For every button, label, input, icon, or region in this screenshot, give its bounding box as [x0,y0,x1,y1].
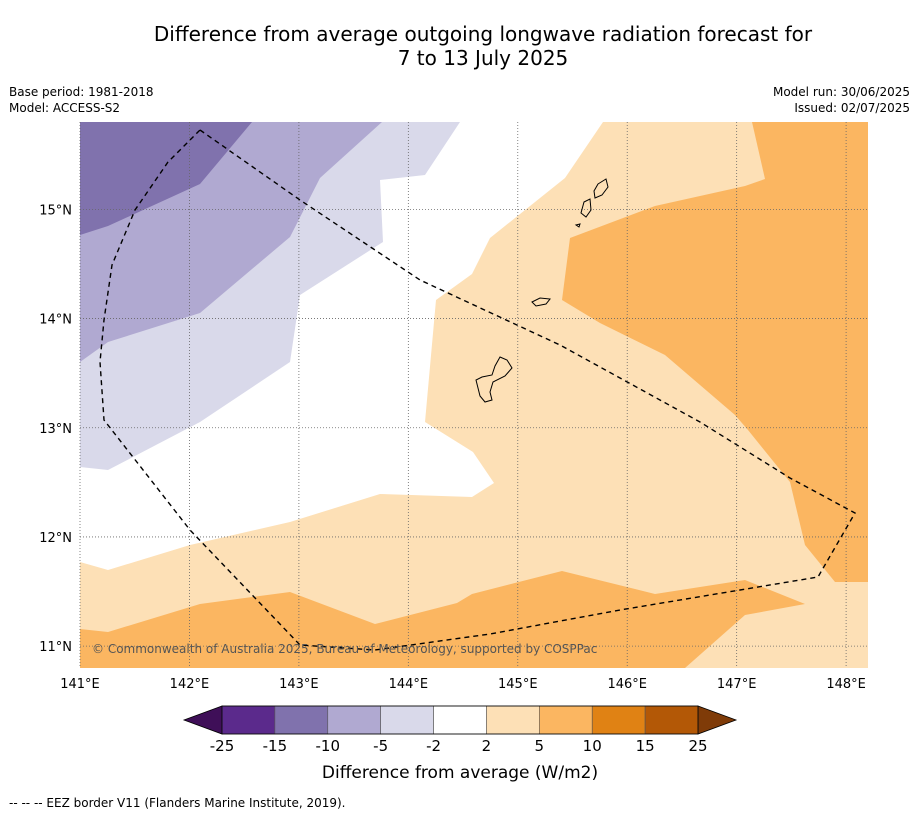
island-tinian [580,198,592,218]
lat-label: 12°N [39,531,72,546]
colorbar-segment [644,705,699,735]
colorbar-label: 15 [636,737,655,755]
lon-label: 141°E [60,677,100,692]
colorbar-label: -25 [210,737,235,755]
lat-label: 15°N [39,203,72,218]
contour-5-10-east [562,122,868,582]
colorbar-label: -15 [263,737,288,755]
lon-label: 145°E [498,677,538,692]
lat-label: 14°N [39,313,72,328]
colorbar-segment [274,705,329,735]
map-title: Difference from average outgoing longwav… [0,22,919,70]
lat-label: 13°N [39,422,72,437]
colorbar-over-arrow [697,705,738,735]
colorbar-label: -10 [316,737,341,755]
info-left: Base period: 1981-2018 Model: ACCESS-S2 [9,84,154,116]
lon-label: 142°E [170,677,210,692]
lat-label: 11°N [39,640,72,655]
base-period: Base period: 1981-2018 [9,85,154,99]
lon-label: 146°E [607,677,647,692]
anomaly-field [80,122,868,668]
latitude-labels: 11°N 12°N 13°N 14°N 15°N [39,203,72,655]
colorbar: -25 -15 -10 -5 -2 2 5 10 15 25 [182,705,738,755]
colorbar-segment [539,705,593,735]
gridlines [79,122,868,668]
eez-footnote: -- -- -- EEZ border V11 (Flanders Marine… [9,796,346,810]
colorbar-label: -5 [373,737,388,755]
colorbar-segment [380,705,434,735]
model-run: Model run: 30/06/2025 [772,85,910,99]
copyright-text: © Commonwealth of Australia 2025, Bureau… [92,642,597,656]
colorbar-label: 5 [535,737,545,755]
colorbar-outline [221,705,699,735]
island-rota [531,297,551,307]
colorbar-segment [433,705,487,735]
contour-neg10-neg15 [80,122,252,235]
issued-date: Issued: 02/07/2025 [794,101,910,115]
colorbar-label: 2 [482,737,492,755]
contour-5-10-south [80,571,805,668]
colorbar-segment [221,705,276,735]
colorbar-segment [591,705,646,735]
model-name: Model: ACCESS-S2 [9,101,121,115]
colorbar-title: Difference from average (W/m2) [322,763,598,783]
colorbar-label: 10 [583,737,602,755]
island-guam [475,356,513,403]
island-saipan [593,178,609,199]
colorbar-segment [327,705,381,735]
lon-label: 144°E [389,677,429,692]
title-line-2: 7 to 13 July 2025 [397,46,569,70]
colorbar-under-arrow [182,705,223,735]
colorbar-segment [486,705,540,735]
info-right: Model run: 30/06/2025 Issued: 02/07/2025 [773,84,910,116]
lon-label: 147°E [717,677,757,692]
colorbar-label: -2 [426,737,441,755]
eez-border [99,129,856,651]
lon-label: 148°E [826,677,866,692]
title-line-1: Difference from average outgoing longwav… [153,22,813,46]
island-aguijan [574,223,581,228]
colorbar-label: 25 [688,737,707,755]
longitude-labels: 141°E 142°E 143°E 144°E 145°E 146°E 147°E 148°E [60,677,866,692]
island-outlines [475,178,609,403]
lon-label: 143°E [279,677,319,692]
